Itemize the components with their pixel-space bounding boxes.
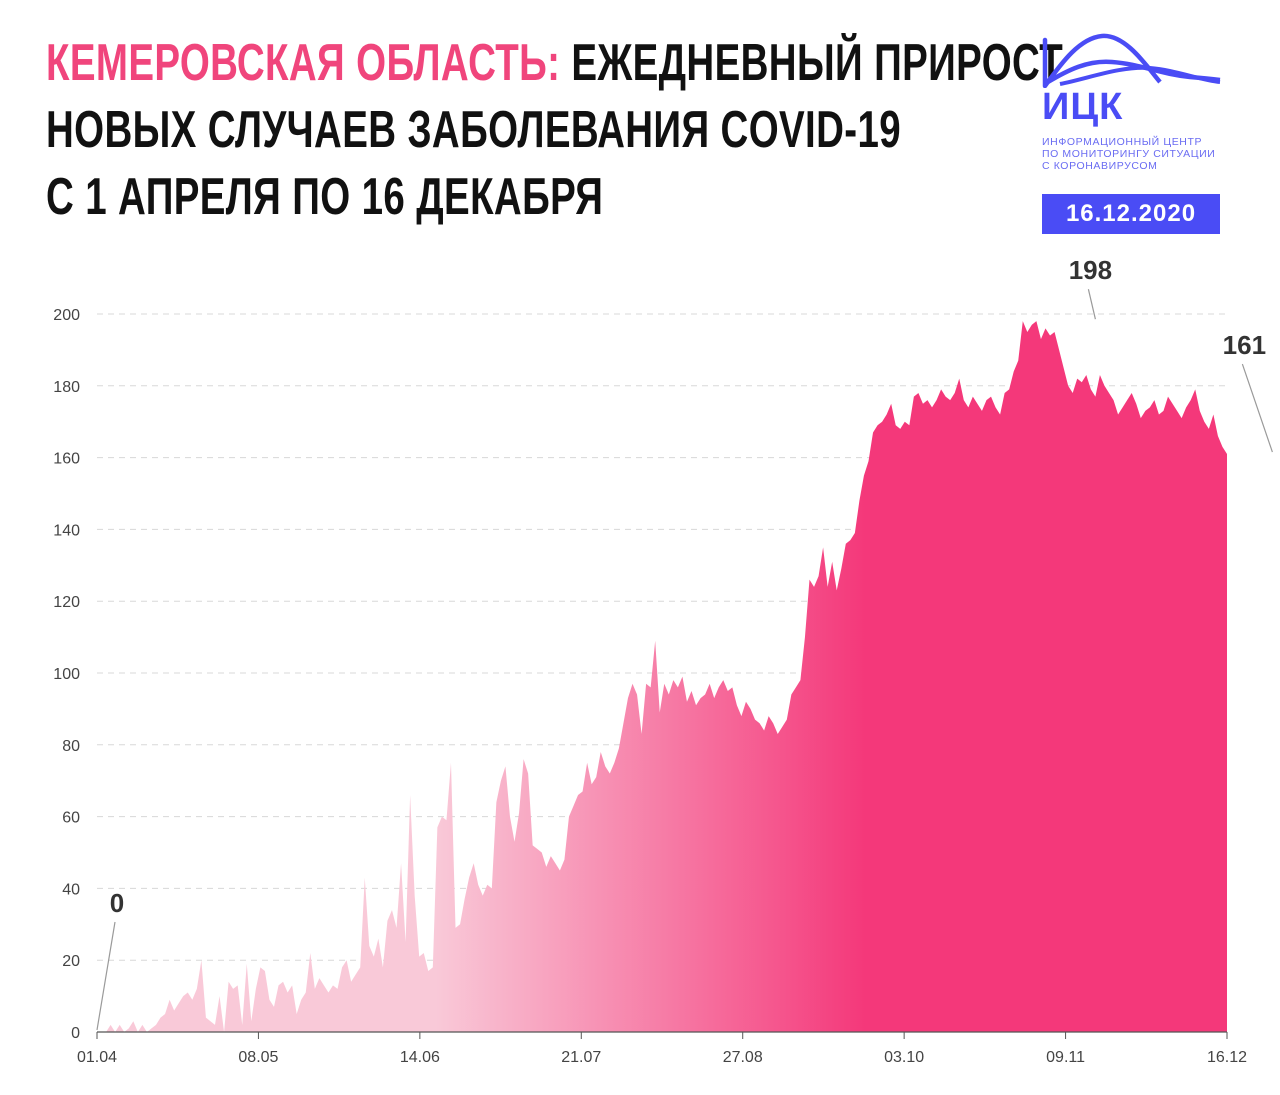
y-tick-label: 20 <box>62 953 80 970</box>
annotation-leader-line <box>1087 289 1096 320</box>
y-tick-label: 100 <box>53 666 80 683</box>
y-tick-label: 120 <box>53 594 80 611</box>
annotation-leader-line <box>96 921 116 1031</box>
annotation-label: 0 <box>110 888 124 918</box>
x-tick-label: 27.08 <box>723 1049 763 1066</box>
y-tick-label: 40 <box>62 881 80 898</box>
chart-title: КЕМЕРОВСКАЯ ОБЛАСТЬ: ЕЖЕДНЕВНЫЙ ПРИРОСТ … <box>46 30 1063 231</box>
title-line-3: С 1 АПРЕЛЯ ПО 16 ДЕКАБРЯ <box>46 168 604 226</box>
x-tick-label: 08.05 <box>238 1049 278 1066</box>
logo: ИЦК ИНФОРМАЦИОННЫЙ ЦЕНТР ПО МОНИТОРИНГУ … <box>1040 32 1230 242</box>
y-tick-label: 80 <box>62 738 80 755</box>
date-badge: 16.12.2020 <box>1042 194 1220 234</box>
y-tick-label: 0 <box>71 1025 80 1042</box>
x-tick-label: 01.04 <box>77 1049 117 1066</box>
logo-wave-icon <box>1042 33 1221 88</box>
annotations: 0 198 161 <box>96 255 1273 1031</box>
x-tick-label: 21.07 <box>561 1049 601 1066</box>
area-series <box>97 321 1227 1032</box>
area-chart: 0 20 40 60 80 100 120 140 160 180 200 01.04 08.05 14.… <box>53 255 1273 1066</box>
title-line-1-rest: ЕЖЕДНЕВНЫЙ ПРИРОСТ <box>560 34 1064 92</box>
logo-subtitle: ИНФОРМАЦИОННЫЙ ЦЕНТР ПО МОНИТОРИНГУ СИТУ… <box>1042 136 1216 172</box>
x-tick-label: 14.06 <box>400 1049 440 1066</box>
data-area <box>97 321 1227 1032</box>
y-tick-label: 60 <box>62 810 80 827</box>
annotation-label: 161 <box>1223 330 1266 360</box>
annotation-label: 198 <box>1069 255 1112 285</box>
y-tick-label: 180 <box>53 379 80 396</box>
logo-abbreviation: ИЦК <box>1042 86 1124 128</box>
x-tick-label: 16.12 <box>1207 1049 1247 1066</box>
y-tick-label: 140 <box>53 522 80 539</box>
axes: 0 20 40 60 80 100 120 140 160 180 200 01.04 08.05 14.… <box>53 307 1247 1066</box>
y-tick-label: 200 <box>53 307 80 324</box>
annotation-leader-line <box>1241 363 1273 453</box>
title-line-1: КЕМЕРОВСКАЯ ОБЛАСТЬ: ЕЖЕДНЕВНЫЙ ПРИРОСТ <box>46 30 1063 97</box>
x-tick-label: 09.11 <box>1046 1049 1085 1066</box>
y-tick-label: 160 <box>53 451 80 468</box>
title-region: КЕМЕРОВСКАЯ ОБЛАСТЬ: <box>46 34 561 92</box>
title-line-2: НОВЫХ СЛУЧАЕВ ЗАБОЛЕВАНИЯ COVID-19 <box>46 101 901 159</box>
x-tick-label: 03.10 <box>884 1049 924 1066</box>
